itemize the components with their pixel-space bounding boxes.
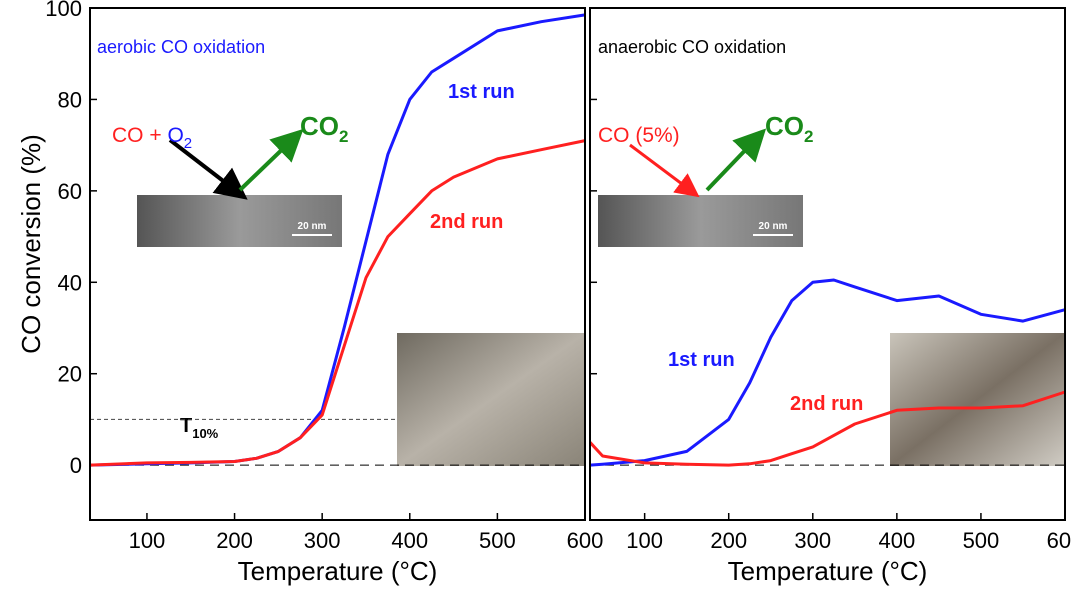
x-tick-label: 500 — [479, 528, 516, 553]
x-tick-label: 600 — [1047, 528, 1071, 553]
threshold-t: T — [180, 415, 192, 437]
x-tick-label: 200 — [216, 528, 253, 553]
plus: + — [149, 124, 161, 147]
x-tick-label: 100 — [129, 528, 166, 553]
reactant-label: CO (5%) — [598, 124, 680, 147]
y-tick-label: 20 — [58, 362, 82, 387]
scale-label: 20 nm — [298, 221, 327, 232]
panel-title: aerobic CO oxidation — [97, 37, 265, 57]
arrow — [240, 140, 292, 190]
insets: 20 nm 20 nm — [137, 195, 1065, 466]
x-tick-label: 400 — [878, 528, 915, 553]
oxygen: O — [167, 124, 183, 147]
subscript: 2 — [339, 127, 348, 146]
y-tick-label: 0 — [70, 453, 82, 478]
photo — [397, 333, 585, 466]
subscript: 2 — [804, 127, 813, 146]
product-label: CO2 — [765, 111, 813, 146]
series-label: 2nd run — [430, 211, 503, 233]
series-label: 1st run — [448, 81, 515, 103]
arrow — [707, 140, 755, 190]
threshold-label: T10% — [180, 415, 219, 441]
series-label: 1st run — [668, 349, 735, 371]
arrow — [170, 140, 235, 190]
x-axis-label: Temperature (°C) — [238, 556, 438, 586]
x-tick-label: 200 — [710, 528, 747, 553]
x-tick-label: 500 — [963, 528, 1000, 553]
x-tick-label: 600 — [567, 528, 604, 553]
x-tick-label: 300 — [304, 528, 341, 553]
x-tick-label: 100 — [626, 528, 663, 553]
x-tick-label: 300 — [794, 528, 831, 553]
reactant: CO — [112, 124, 144, 147]
product-label: CO2 — [300, 111, 348, 146]
subscript: 10% — [192, 426, 218, 441]
x-tick-label: 400 — [391, 528, 428, 553]
y-tick-label: 80 — [58, 87, 82, 112]
x-axis-label: Temperature (°C) — [728, 556, 928, 586]
panel-title: anaerobic CO oxidation — [598, 37, 786, 57]
chart: 20 nm 20 nm aerobic CO oxidation anaerob… — [0, 0, 1071, 587]
arrow — [630, 145, 690, 190]
y-tick-label: 60 — [58, 179, 82, 204]
y-tick-label: 100 — [45, 0, 82, 21]
y-axis-label: CO conversion (%) — [16, 134, 46, 354]
y-tick-label: 40 — [58, 270, 82, 295]
subscript: 2 — [184, 135, 192, 152]
product: CO — [765, 111, 804, 141]
scale-label: 20 nm — [759, 221, 788, 232]
series-label: 2nd run — [790, 393, 863, 415]
product: CO — [300, 111, 339, 141]
